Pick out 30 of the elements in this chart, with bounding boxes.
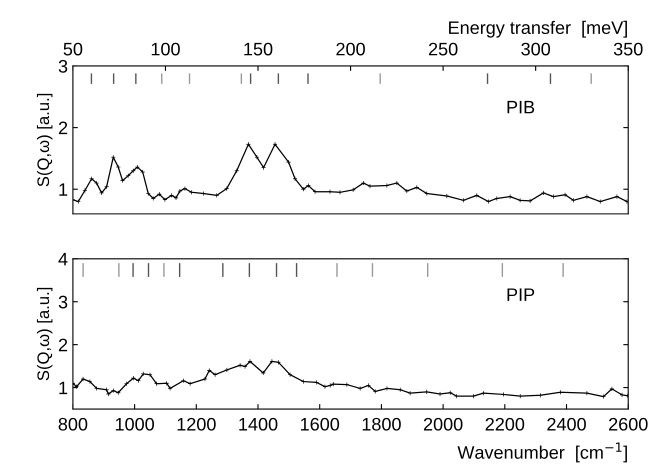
x-tick-label: 50 bbox=[64, 42, 82, 56]
y-tick-label: 3 bbox=[58, 60, 68, 73]
y-tick-label: 1 bbox=[59, 183, 68, 196]
x-tick-label: 2200 bbox=[486, 418, 524, 431]
y-tick-label: 4 bbox=[58, 252, 68, 266]
y-tick-label: 3 bbox=[58, 296, 68, 308]
x-tick-label: 1400 bbox=[239, 418, 278, 431]
annotation: PIP bbox=[508, 288, 534, 301]
x-tick-label: 1800 bbox=[362, 418, 401, 431]
x-tick-label: 150 bbox=[244, 42, 272, 56]
x-tick-label: 800 bbox=[58, 418, 88, 431]
y-tick-label: 2 bbox=[58, 122, 68, 134]
x-axis-title: Wavenumber [cm$^{−1}$] bbox=[457, 442, 627, 462]
x-tick-label: 300 bbox=[521, 42, 550, 56]
x-tick-label: 100 bbox=[152, 42, 180, 56]
x-tick-label: 1000 bbox=[116, 418, 154, 431]
y-tick-label: 2 bbox=[58, 338, 68, 352]
y-axis-title: S(Q,ω) [a.u.] bbox=[36, 94, 52, 186]
x-tick-label: 1200 bbox=[178, 418, 216, 431]
x-tick-label: 1600 bbox=[301, 418, 340, 431]
x-tick-label: 2600 bbox=[609, 418, 648, 431]
annotation: PIB bbox=[508, 100, 534, 114]
x-tick-label: 2400 bbox=[547, 418, 586, 431]
y-axis-title: S(Q,ω) [a.u.] bbox=[36, 288, 52, 380]
x-tick-label: 350 bbox=[614, 42, 643, 56]
x-tick-label: 2000 bbox=[424, 418, 462, 431]
x-axis-title: Energy transfer [meV] bbox=[449, 20, 627, 38]
y-tick-label: 1 bbox=[59, 382, 68, 394]
x-tick-label: 250 bbox=[428, 42, 458, 56]
x-tick-label: 200 bbox=[336, 42, 365, 56]
